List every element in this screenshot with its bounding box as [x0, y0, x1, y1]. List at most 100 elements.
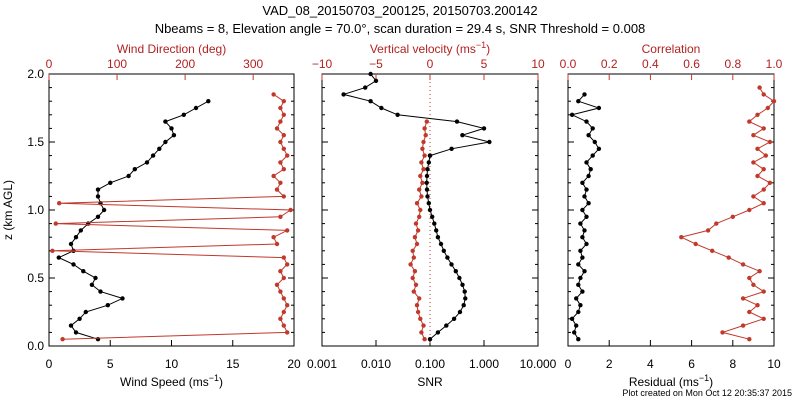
- data-point: [755, 303, 760, 308]
- x-bottom-tick-label: 0: [565, 357, 572, 371]
- data-point: [740, 262, 746, 267]
- data-point: [427, 337, 433, 342]
- data-point: [101, 207, 107, 213]
- x-top-tick-label: −10: [312, 57, 333, 71]
- data-point: [281, 275, 286, 281]
- data-point: [578, 275, 583, 281]
- data-point: [60, 337, 65, 342]
- x-top-tick-label: 0.4: [642, 57, 659, 71]
- data-point: [281, 309, 286, 315]
- data-point: [93, 275, 98, 281]
- data-point: [755, 146, 760, 151]
- data-point: [95, 214, 101, 219]
- data-point: [281, 194, 286, 199]
- data-point: [98, 289, 103, 294]
- data-point: [578, 303, 583, 308]
- data-point: [588, 167, 593, 172]
- data-point: [441, 248, 446, 253]
- data-point: [434, 228, 439, 233]
- y-tick-label: 0.0: [27, 339, 44, 353]
- data-point: [747, 337, 752, 342]
- data-point: [586, 133, 591, 138]
- data-point: [596, 105, 602, 111]
- data-point: [95, 187, 101, 192]
- axis-label-part: Wind Speed (ms: [120, 375, 209, 389]
- data-point: [424, 119, 429, 124]
- data-point: [163, 139, 168, 145]
- data-point: [419, 194, 424, 199]
- data-point: [281, 296, 286, 301]
- data-point: [576, 282, 581, 287]
- x-top-axis-label: Correlation: [642, 42, 701, 56]
- y-tick-label: 0.5: [27, 271, 44, 285]
- data-point: [414, 201, 420, 206]
- data-point: [132, 167, 137, 172]
- data-point: [413, 221, 419, 226]
- data-point: [418, 316, 423, 321]
- data-point: [451, 316, 457, 321]
- data-point: [68, 241, 74, 247]
- x-bottom-axis-label: Wind Speed (ms−1): [120, 373, 223, 389]
- data-point: [278, 289, 283, 294]
- data-point: [150, 153, 156, 158]
- data-point: [574, 323, 579, 328]
- data-point: [596, 146, 602, 151]
- x-bottom-tick-label: 6: [688, 357, 695, 371]
- data-point: [487, 139, 492, 145]
- data-point: [278, 160, 283, 165]
- data-point: [757, 269, 762, 274]
- data-point: [422, 126, 427, 131]
- series-line-snr: [426, 155, 466, 340]
- data-point: [421, 139, 426, 145]
- series-line-wind-direction: [52, 93, 293, 340]
- data-point: [418, 207, 423, 213]
- data-point: [288, 207, 293, 213]
- data-point: [580, 180, 585, 185]
- title-line-2: Nbeams = 8, Elevation angle = 70.0°, sca…: [155, 21, 646, 36]
- data-point: [421, 323, 426, 328]
- data-point: [578, 221, 583, 226]
- axis-label-part: −1: [699, 373, 709, 383]
- data-point: [415, 228, 421, 233]
- data-point: [444, 323, 449, 328]
- data-point: [569, 112, 575, 118]
- x-bottom-tick-label: 5: [107, 357, 114, 371]
- data-point: [120, 296, 125, 301]
- data-point: [679, 235, 684, 240]
- plot-frame: [567, 73, 775, 347]
- data-point: [410, 275, 415, 281]
- data-point: [720, 330, 725, 335]
- data-point: [278, 105, 283, 111]
- data-point: [747, 309, 752, 315]
- data-point: [761, 126, 766, 131]
- data-point: [206, 99, 211, 104]
- data-point: [408, 262, 413, 267]
- data-point: [427, 153, 433, 158]
- x-top-tick-label: 0: [46, 57, 53, 71]
- data-point: [171, 133, 177, 138]
- data-point: [430, 214, 435, 219]
- y-tick-label: 1.5: [27, 135, 44, 149]
- data-point: [83, 309, 89, 315]
- data-point: [285, 303, 290, 308]
- x-top-axis-label: Wind Direction (deg): [117, 42, 226, 56]
- data-point: [419, 330, 424, 335]
- data-point: [454, 119, 460, 124]
- data-point: [569, 316, 575, 321]
- data-point: [705, 228, 711, 233]
- data-point: [435, 235, 441, 240]
- data-point: [413, 282, 419, 287]
- x-bottom-axis-label: Residual (ms−1): [629, 373, 713, 389]
- data-point: [77, 316, 82, 321]
- data-point: [363, 85, 368, 90]
- data-point: [73, 235, 79, 240]
- data-point: [693, 241, 698, 247]
- data-point: [373, 78, 379, 84]
- x-top-axis-label: Vertical velocity (ms−1): [370, 40, 490, 56]
- data-point: [755, 173, 760, 179]
- data-point: [576, 99, 581, 104]
- data-point: [576, 262, 581, 267]
- x-bottom-tick-label: 0.001: [307, 357, 337, 371]
- data-point: [426, 160, 431, 165]
- data-point: [592, 139, 597, 145]
